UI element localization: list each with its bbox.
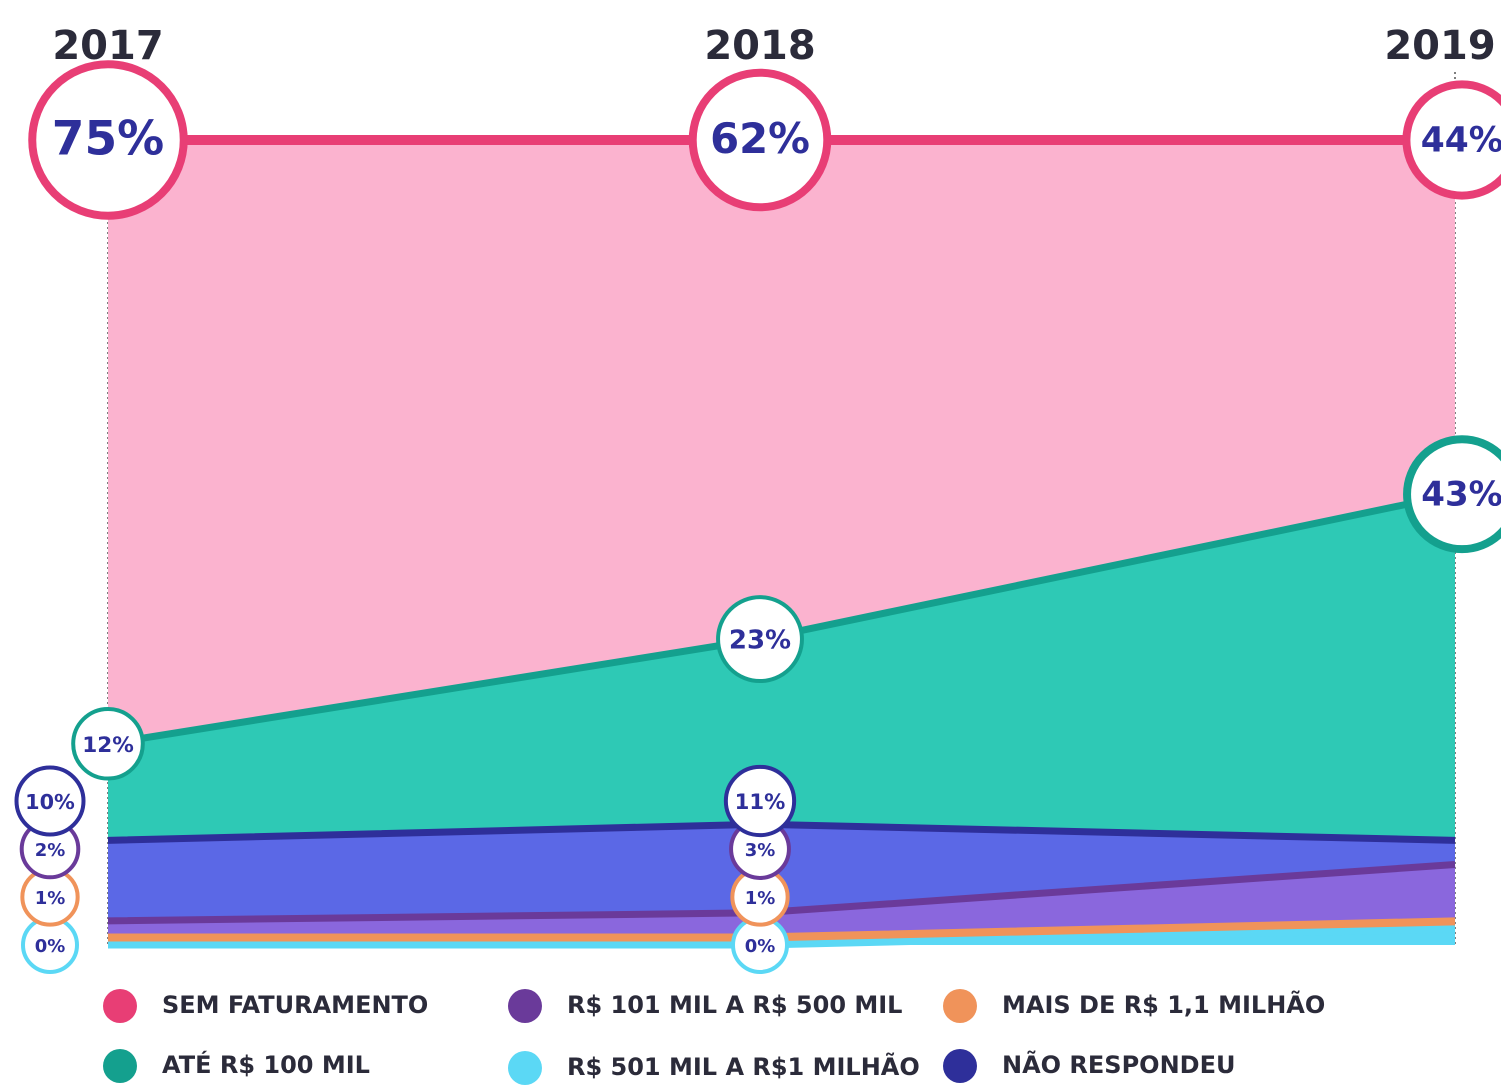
legend-label: SEM FATURAMENTO bbox=[162, 991, 428, 1019]
value-label: 23% bbox=[729, 626, 791, 656]
legend-label: R$ 501 MIL A R$1 MILHÃO bbox=[567, 1052, 920, 1081]
value-badge bbox=[688, 68, 832, 212]
value-label: 1% bbox=[745, 888, 776, 909]
year-label: 2019 bbox=[1384, 23, 1495, 69]
area bbox=[108, 928, 1455, 945]
legend-swatch bbox=[943, 989, 977, 1023]
value-label: 11% bbox=[735, 789, 786, 814]
legend-label: R$ 101 MIL A R$ 500 MIL bbox=[567, 991, 902, 1019]
legend-label: ATÉ R$ 100 MIL bbox=[162, 1050, 370, 1079]
value-badge bbox=[1403, 435, 1501, 554]
value-label: 44% bbox=[1421, 121, 1501, 161]
value-label: 0% bbox=[35, 936, 66, 957]
year-label: 2018 bbox=[704, 23, 815, 69]
value-badge bbox=[1402, 80, 1501, 200]
value-label: 12% bbox=[82, 733, 134, 758]
area bbox=[108, 824, 1455, 921]
value-label: 75% bbox=[52, 112, 164, 167]
legend-label: MAIS DE R$ 1,1 MILHÃO bbox=[1002, 990, 1325, 1019]
value-label: 0% bbox=[745, 936, 776, 957]
legend-swatch bbox=[508, 989, 542, 1023]
value-badge bbox=[716, 595, 804, 684]
legend-label: NÃO RESPONDEU bbox=[1002, 1050, 1235, 1079]
area bbox=[108, 140, 1455, 744]
value-label: 2% bbox=[35, 840, 66, 861]
legend-swatch bbox=[508, 1051, 542, 1085]
legend-swatch bbox=[103, 1049, 137, 1083]
legend-swatch bbox=[103, 989, 137, 1023]
value-label: 62% bbox=[710, 114, 810, 163]
value-badge bbox=[71, 706, 145, 781]
value-label: 1% bbox=[35, 888, 66, 909]
value-label: 10% bbox=[25, 790, 75, 814]
value-badge bbox=[723, 764, 797, 838]
value-label: 3% bbox=[745, 840, 776, 861]
legend-swatch bbox=[943, 1049, 977, 1083]
value-label: 43% bbox=[1421, 475, 1501, 515]
value-badge bbox=[14, 765, 86, 837]
value-badge bbox=[28, 60, 188, 220]
